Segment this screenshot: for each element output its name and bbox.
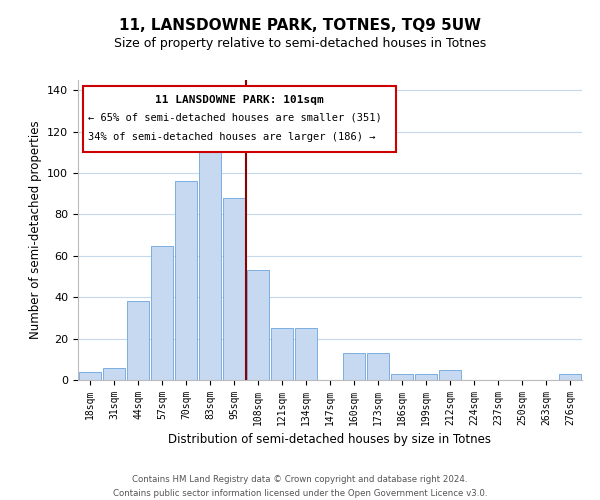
- Text: 11 LANSDOWNE PARK: 101sqm: 11 LANSDOWNE PARK: 101sqm: [155, 95, 323, 105]
- Bar: [127, 302, 149, 380]
- Bar: [559, 374, 581, 380]
- Bar: [223, 198, 245, 380]
- Bar: [79, 372, 101, 380]
- Bar: [199, 148, 221, 380]
- Text: 11, LANSDOWNE PARK, TOTNES, TQ9 5UW: 11, LANSDOWNE PARK, TOTNES, TQ9 5UW: [119, 18, 481, 32]
- Text: Contains HM Land Registry data © Crown copyright and database right 2024.
Contai: Contains HM Land Registry data © Crown c…: [113, 476, 487, 498]
- Bar: [367, 353, 389, 380]
- Bar: [151, 246, 173, 380]
- FancyBboxPatch shape: [83, 86, 395, 152]
- Y-axis label: Number of semi-detached properties: Number of semi-detached properties: [29, 120, 41, 340]
- Bar: [103, 368, 125, 380]
- Bar: [439, 370, 461, 380]
- Text: ← 65% of semi-detached houses are smaller (351): ← 65% of semi-detached houses are smalle…: [88, 113, 382, 123]
- Text: Size of property relative to semi-detached houses in Totnes: Size of property relative to semi-detach…: [114, 38, 486, 51]
- Bar: [271, 328, 293, 380]
- Bar: [247, 270, 269, 380]
- X-axis label: Distribution of semi-detached houses by size in Totnes: Distribution of semi-detached houses by …: [169, 434, 491, 446]
- Bar: [391, 374, 413, 380]
- Text: 34% of semi-detached houses are larger (186) →: 34% of semi-detached houses are larger (…: [88, 132, 376, 142]
- Bar: [415, 374, 437, 380]
- Bar: [295, 328, 317, 380]
- Bar: [343, 353, 365, 380]
- Bar: [175, 182, 197, 380]
